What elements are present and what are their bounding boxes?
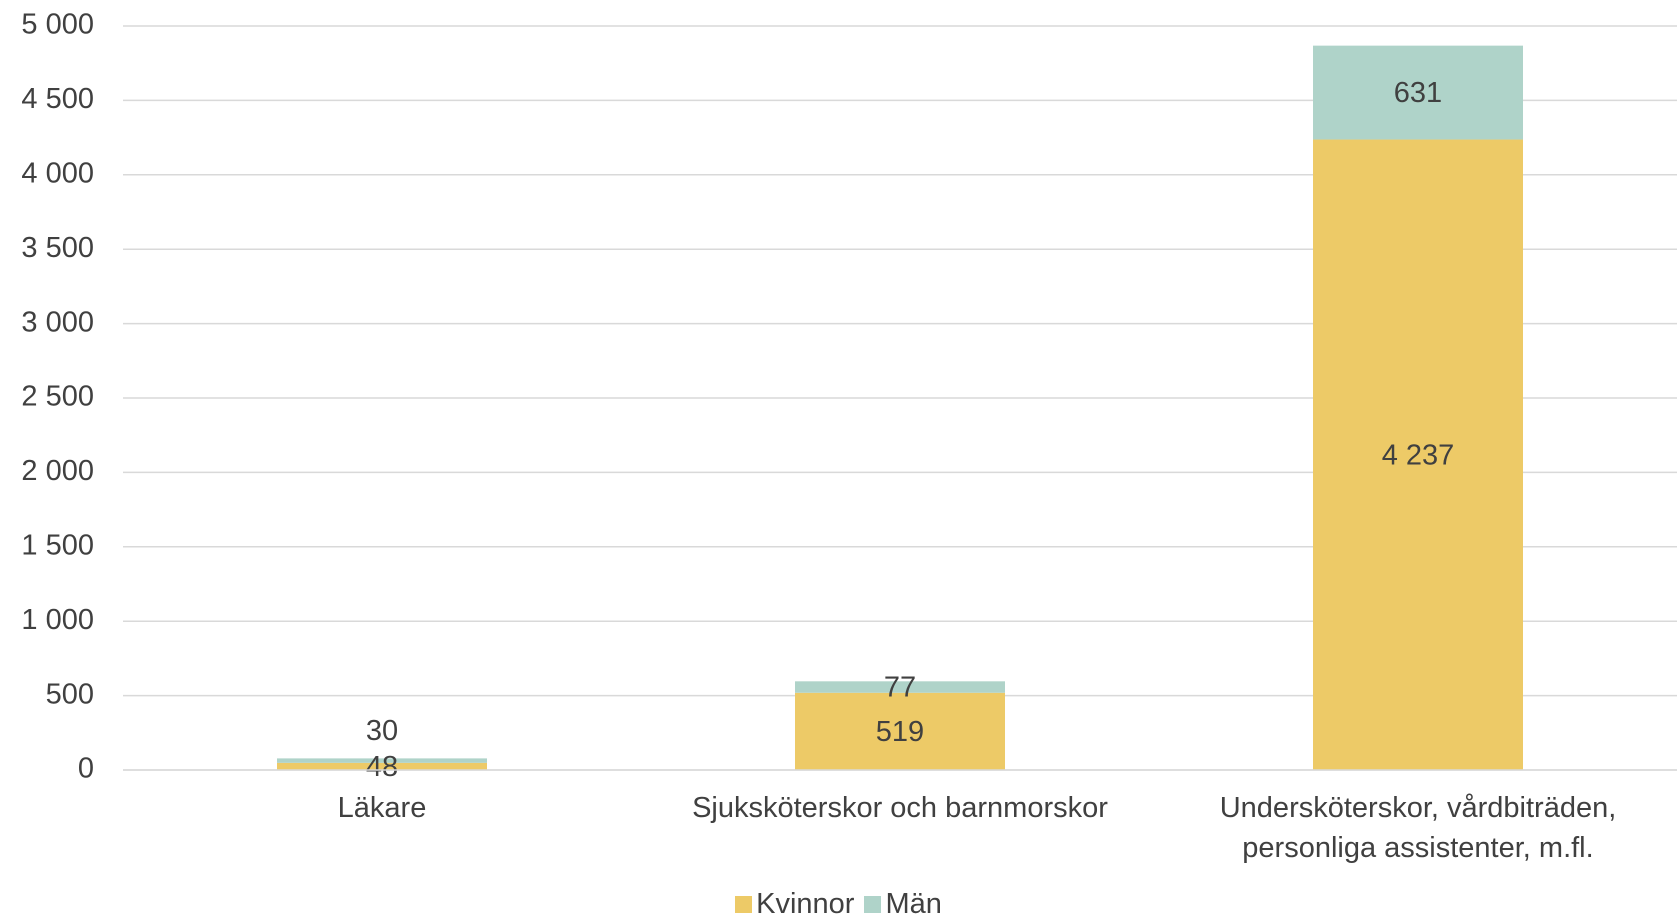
y-tick-label: 0 <box>78 753 94 785</box>
legend-swatch <box>735 896 753 913</box>
data-label: 77 <box>884 672 916 704</box>
bar-segment <box>277 758 487 763</box>
y-tick-label: 3 000 <box>21 306 94 338</box>
legend-item: Kvinnor <box>735 888 854 920</box>
legend: Kvinnor Män <box>0 888 1677 920</box>
bar-segment <box>795 681 1005 693</box>
bar-segment <box>277 762 487 770</box>
plot: 0 500 1 000 1 500 2 000 2 500 3 000 3 500 4 000 4… <box>21 9 1677 785</box>
y-tick-label: 4 500 <box>21 83 94 115</box>
y-tick-label: 1 500 <box>21 529 94 561</box>
bar-segment <box>1313 45 1523 140</box>
data-label: 30 <box>366 715 398 747</box>
bar-segment <box>1313 139 1523 770</box>
bar-segment <box>795 692 1005 770</box>
legend-swatch <box>864 896 882 913</box>
y-tick-label: 5 000 <box>21 9 94 41</box>
data-label: 631 <box>1394 77 1442 109</box>
x-tick-label: Sjuksköterskor och barnmorskor <box>692 792 1108 824</box>
y-tick-label: 3 500 <box>21 232 94 264</box>
y-tick-label: 2 000 <box>21 455 94 487</box>
y-tick-label: 1 000 <box>21 604 94 636</box>
legend-label: Kvinnor <box>756 888 855 920</box>
data-label: 519 <box>876 716 924 748</box>
legend-item: Män <box>864 888 942 920</box>
y-tick-label: 500 <box>46 678 94 710</box>
y-tick-label: 4 000 <box>21 157 94 189</box>
data-label: 48 <box>366 751 398 783</box>
x-tick-label: Läkare <box>337 792 427 824</box>
legend-label: Män <box>885 888 942 920</box>
y-tick-label: 2 500 <box>21 381 94 413</box>
data-label: 4 237 <box>1382 439 1455 471</box>
x-tick-label: Undersköterskor, vårdbiträden, personlig… <box>1219 792 1617 864</box>
